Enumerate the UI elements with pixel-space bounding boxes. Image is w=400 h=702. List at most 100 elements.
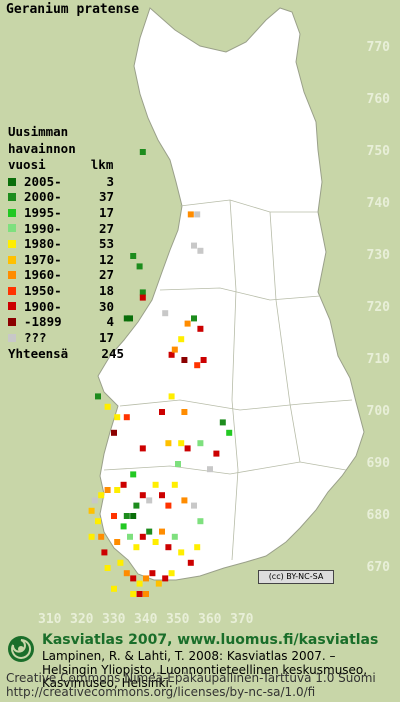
- observation-point: [165, 440, 172, 447]
- observation-point: [104, 487, 111, 493]
- easting-tick: 340: [134, 612, 158, 627]
- observation-point: [171, 533, 178, 540]
- northing-tick: 740: [366, 196, 390, 211]
- legend-total-count: 245: [101, 346, 124, 362]
- observation-point: [123, 513, 130, 519]
- legend-count: 37: [98, 189, 114, 205]
- northing-tick: 710: [366, 352, 390, 367]
- observation-point: [178, 549, 185, 556]
- legend-swatch: [8, 302, 16, 311]
- legend-item: 2005- 3: [8, 174, 124, 190]
- legend-swatch: [8, 177, 16, 186]
- footer-license: Creative Commons Nimeä-Epäkaupallinen-Ta…: [6, 671, 376, 699]
- legend-item: 1950- 18: [8, 283, 124, 299]
- observation-point: [130, 575, 137, 582]
- observation-point: [152, 539, 159, 545]
- legend-label: 1960-: [24, 267, 62, 283]
- footer-title: Kasviatlas 2007, www.luomus.fi/kasviatla…: [42, 632, 379, 648]
- northing-tick: 730: [366, 248, 390, 263]
- observation-points: [88, 149, 233, 597]
- observation-point: [219, 419, 226, 426]
- observation-point: [123, 414, 130, 421]
- observation-point: [165, 502, 172, 509]
- observation-point: [149, 570, 156, 577]
- legend-count: 27: [98, 267, 114, 283]
- legend-heading-1: Uusimman: [8, 124, 69, 139]
- observation-point: [194, 544, 201, 551]
- observation-point: [139, 445, 146, 452]
- legend-count: 53: [98, 236, 114, 252]
- observation-point: [130, 591, 137, 597]
- legend-label: ???: [24, 329, 47, 345]
- easting-tick: 370: [230, 612, 254, 627]
- observation-point: [194, 362, 201, 369]
- observation-point: [159, 409, 165, 415]
- observation-point: [123, 570, 130, 577]
- species-title: Geranium pratense: [6, 2, 140, 17]
- observation-point: [213, 450, 220, 457]
- legend-swatch: [8, 286, 16, 295]
- legend-swatch: [8, 317, 16, 326]
- legend-item: 2000- 37: [8, 189, 124, 205]
- observation-point: [152, 481, 159, 488]
- legend-item: 1960- 27: [8, 267, 124, 283]
- observation-point: [114, 487, 121, 493]
- observation-point: [114, 539, 121, 545]
- easting-tick: 360: [198, 612, 222, 627]
- observation-point: [197, 518, 204, 525]
- observation-point: [139, 492, 146, 499]
- observation-point: [98, 492, 105, 499]
- observation-point: [184, 445, 191, 452]
- legend-item: 1970- 12: [8, 252, 124, 268]
- observation-point: [184, 320, 191, 327]
- observation-point: [162, 575, 169, 582]
- license-line-2: http://creativecommons.org/licenses/by-n…: [6, 684, 316, 699]
- legend: Uusimman havainnon vuosi lkm 2005- 3 2000-…: [8, 124, 124, 362]
- observation-point: [111, 513, 117, 519]
- observation-point: [194, 211, 201, 218]
- northing-tick: 690: [366, 456, 390, 471]
- observation-point: [133, 502, 140, 509]
- citation-line-1: Lampinen, R. & Lahti, T. 2008: Kasviatla…: [42, 649, 336, 663]
- citation-line-3: Kasvimuseo, Helsinki.: [42, 676, 173, 690]
- kasviatlas-logo: [8, 636, 34, 662]
- observation-point: [178, 440, 185, 447]
- legend-item: 1980- 53: [8, 236, 124, 252]
- legend-item: 1995- 17: [8, 205, 124, 221]
- northing-tick: 720: [366, 300, 390, 315]
- observation-point: [136, 591, 143, 597]
- observation-point: [191, 315, 197, 322]
- observation-point: [130, 513, 137, 519]
- observation-point: [88, 533, 95, 540]
- legend-count: 3: [106, 173, 114, 189]
- observation-point: [104, 565, 111, 571]
- legend-swatch: [8, 239, 16, 248]
- northing-tick: 750: [366, 144, 390, 159]
- observation-point: [127, 315, 133, 322]
- citation-line-2: Helsingin Yliopisto, Luonnontieteellinen…: [42, 662, 368, 677]
- legend-label: 1990-: [24, 220, 62, 236]
- easting-tick: 320: [70, 612, 94, 627]
- observation-point: [114, 414, 121, 421]
- legend-heading-3: vuosi lkm: [8, 157, 114, 173]
- observation-point: [197, 440, 204, 447]
- legend-swatch: [8, 255, 16, 264]
- legend-label: 1900-: [24, 298, 62, 314]
- observation-point: [200, 357, 207, 363]
- observation-point: [207, 466, 213, 473]
- observation-point: [139, 533, 146, 540]
- observation-point: [226, 429, 233, 436]
- observation-point: [117, 559, 124, 566]
- observation-point: [139, 289, 146, 296]
- observation-point: [181, 357, 188, 363]
- legend-label: 1980-: [24, 236, 62, 252]
- license-badge: (cc) BY-NC-SA: [258, 570, 334, 584]
- legend-total: Yhteensä 245: [8, 346, 124, 362]
- easting-tick: 350: [166, 612, 190, 627]
- legend-label: 1970-: [24, 251, 62, 267]
- legend-item: 1990- 27: [8, 221, 124, 237]
- legend-swatch: [8, 333, 16, 342]
- observation-point: [136, 263, 143, 270]
- observation-point: [136, 580, 143, 587]
- observation-point: [95, 518, 101, 525]
